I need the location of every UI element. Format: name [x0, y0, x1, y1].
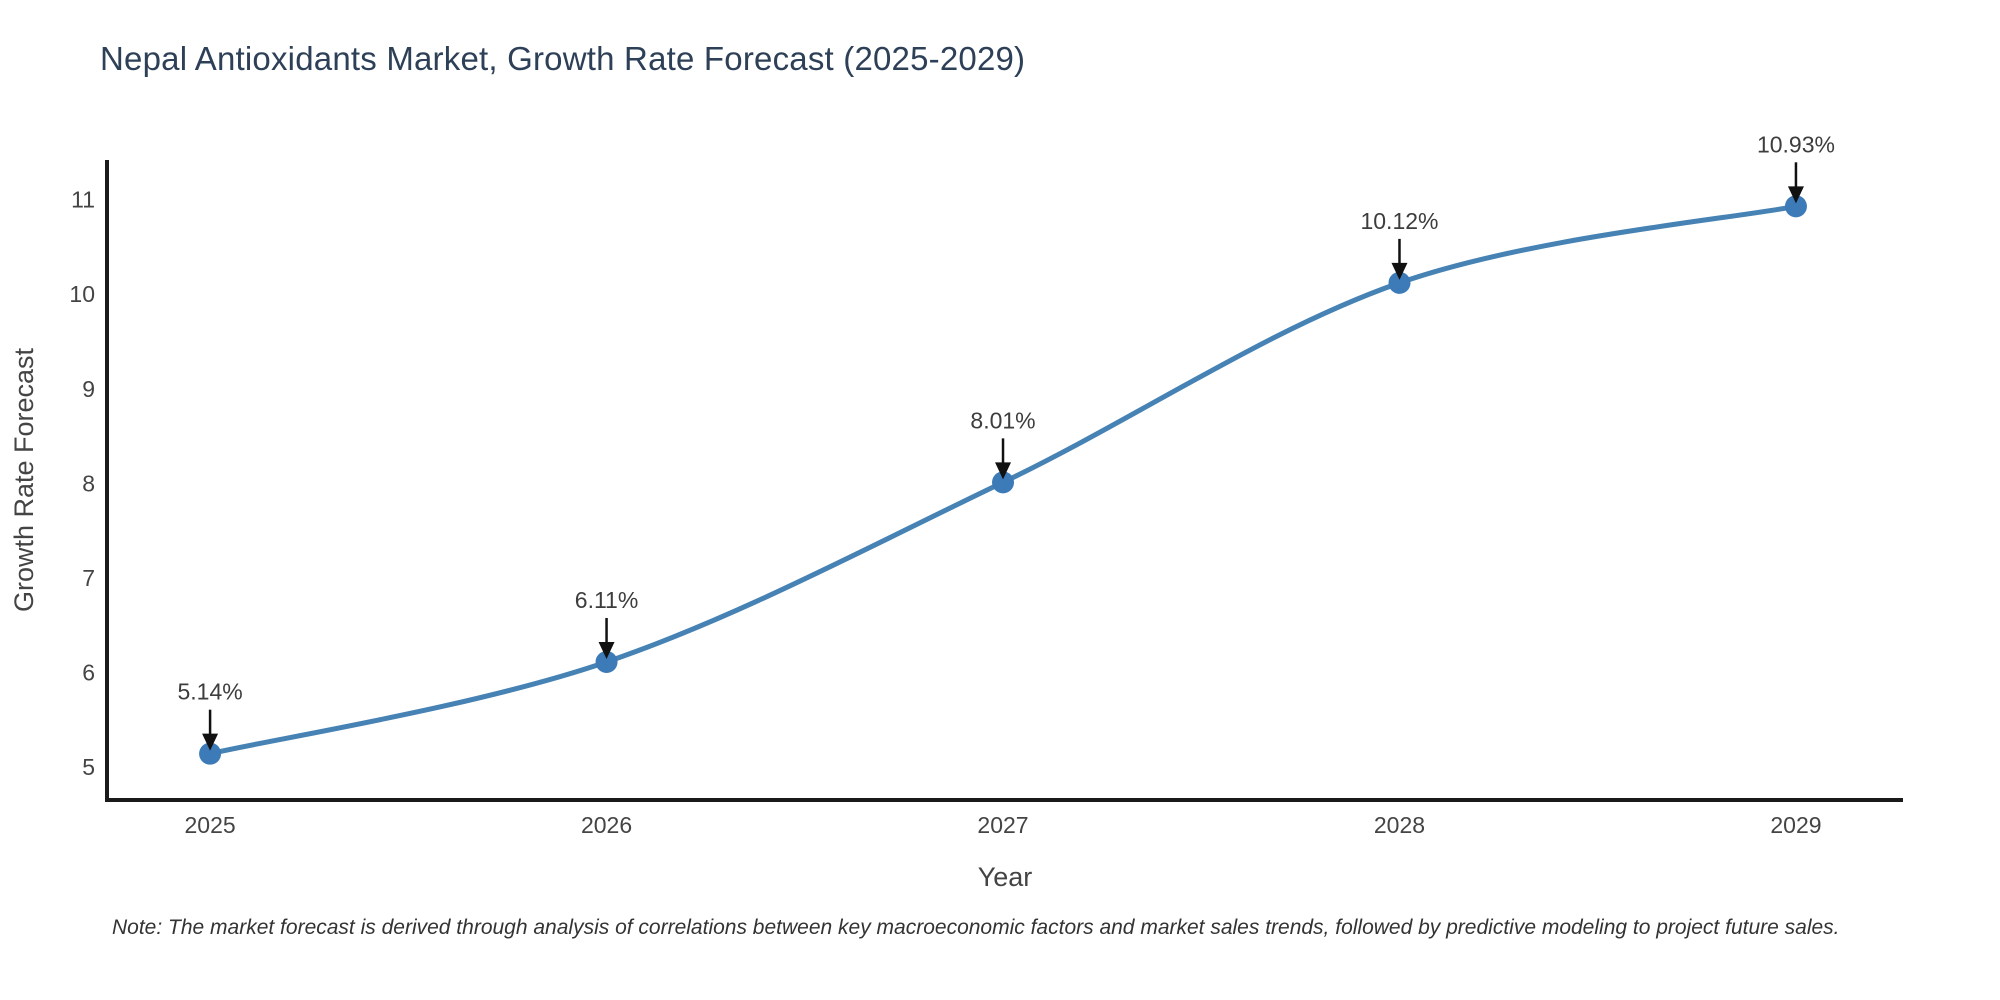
annotation-label: 10.93% — [1757, 131, 1835, 157]
chart-title: Nepal Antioxidants Market, Growth Rate F… — [100, 40, 1026, 77]
annotation-arrow-head — [598, 641, 615, 659]
y-tick-label: 10 — [69, 281, 95, 307]
data-point-marker — [1784, 195, 1807, 218]
y-tick-label: 5 — [82, 754, 95, 780]
y-axis-title: Growth Rate Forecast — [9, 347, 39, 612]
data-point-marker — [1388, 271, 1411, 294]
annotation-label: 8.01% — [970, 407, 1035, 433]
x-tick-label: 2028 — [1374, 812, 1425, 838]
data-point-marker — [992, 471, 1015, 494]
x-tick-label: 2025 — [184, 812, 235, 838]
y-tick-label: 8 — [82, 470, 95, 496]
annotation-label: 5.14% — [177, 679, 242, 705]
x-tick-label: 2026 — [581, 812, 632, 838]
annotation-arrow-head — [995, 462, 1012, 480]
y-tick-label: 6 — [82, 659, 95, 685]
y-tick-label: 7 — [82, 565, 95, 591]
data-point-marker — [595, 650, 618, 673]
annotation-arrow-head — [1391, 262, 1408, 280]
annotation-arrow-head — [202, 733, 219, 751]
annotation-label: 10.12% — [1360, 208, 1438, 234]
x-axis-title: Year — [978, 862, 1033, 892]
x-tick-label: 2029 — [1770, 812, 1821, 838]
data-point-marker — [199, 742, 222, 765]
y-tick-label: 11 — [71, 187, 95, 213]
x-tick-label: 2027 — [977, 812, 1028, 838]
annotation-label: 6.11% — [575, 587, 639, 613]
annotation-arrow-head — [1787, 186, 1804, 204]
y-tick-label: 9 — [82, 376, 95, 402]
chart-note: Note: The market forecast is derived thr… — [112, 916, 1840, 939]
axis-spines — [105, 160, 1903, 802]
